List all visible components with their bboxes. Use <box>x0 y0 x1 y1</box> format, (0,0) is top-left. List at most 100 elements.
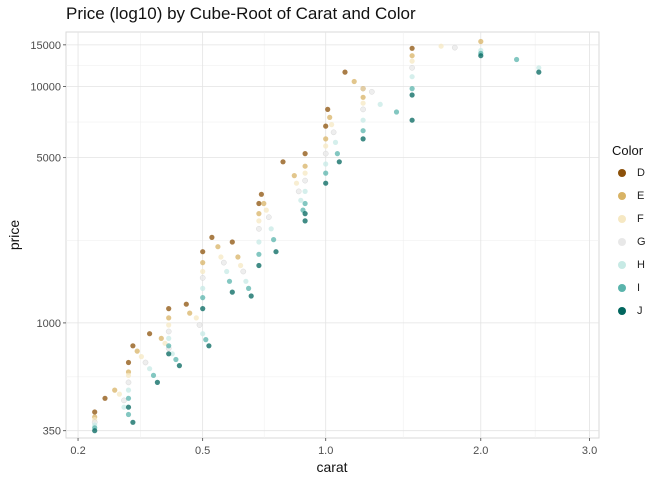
data-point-D <box>258 191 264 197</box>
data-point-D <box>302 151 308 157</box>
data-point-D <box>147 331 153 337</box>
data-point-D <box>209 234 215 240</box>
data-point-I <box>150 372 157 378</box>
data-point-J <box>302 211 308 217</box>
data-point-G <box>256 225 262 232</box>
data-point-E <box>112 387 118 393</box>
legend-item-J: J <box>612 299 668 322</box>
y-tick-label: 5000 <box>37 153 61 165</box>
data-point-I <box>409 86 415 92</box>
x-tick-label: 2.0 <box>473 445 488 457</box>
data-point-J <box>166 351 172 357</box>
legend-key-J <box>618 306 626 315</box>
data-point-D <box>102 395 108 401</box>
data-point-J <box>130 419 136 425</box>
data-point-I <box>166 343 172 349</box>
data-point-G <box>142 359 149 366</box>
legend-item-G: G <box>612 230 668 253</box>
data-point-D <box>280 159 286 165</box>
data-point-D <box>183 301 189 307</box>
data-point-J <box>409 92 415 98</box>
data-point-E <box>200 260 206 266</box>
data-point-H <box>377 101 383 107</box>
data-point-J <box>273 249 279 255</box>
data-point-D <box>342 69 348 75</box>
data-point-J <box>176 363 182 369</box>
data-point-J <box>536 69 542 75</box>
y-tick-label: 15000 <box>30 40 61 52</box>
data-point-J <box>302 218 308 224</box>
data-point-H <box>302 188 308 194</box>
legend-label: E <box>637 189 645 202</box>
data-point-E <box>351 78 357 85</box>
data-point-J <box>125 404 132 410</box>
legend-key-G <box>618 237 626 246</box>
data-point-J <box>336 159 342 165</box>
data-point-J <box>323 180 329 186</box>
data-point-F <box>329 122 335 128</box>
data-point-I <box>200 295 206 301</box>
y-axis-label: price <box>6 220 22 251</box>
data-point-H <box>332 139 339 145</box>
data-point-I <box>125 411 132 418</box>
data-point-H <box>121 404 127 410</box>
data-point-H <box>125 387 132 393</box>
data-point-I <box>393 109 400 115</box>
data-point-E <box>323 136 329 142</box>
legend-item-F: F <box>612 207 668 230</box>
data-point-H <box>200 285 206 291</box>
data-point-I <box>271 237 277 243</box>
legend-item-I: I <box>612 276 668 299</box>
data-point-F <box>218 254 224 260</box>
data-point-H <box>409 74 415 80</box>
y-tick-label: 10000 <box>30 81 61 93</box>
data-point-D <box>92 409 98 415</box>
legend-key-F <box>618 214 626 223</box>
data-point-F <box>360 86 366 92</box>
legend-key-D <box>618 168 626 177</box>
data-point-I <box>125 395 132 401</box>
data-point-F <box>166 322 172 328</box>
legend-label: J <box>637 304 643 317</box>
data-point-J <box>248 293 254 299</box>
data-point-H <box>360 117 366 123</box>
data-point-F <box>138 354 144 360</box>
data-point-D <box>323 123 329 129</box>
data-point-D <box>256 200 262 207</box>
data-point-G <box>165 328 172 335</box>
data-point-G <box>121 397 127 404</box>
data-point-H <box>323 161 329 167</box>
data-point-E <box>261 200 267 207</box>
data-point-G <box>302 177 308 184</box>
data-point-F <box>409 58 415 64</box>
data-point-G <box>295 188 302 195</box>
legend-label: I <box>637 281 641 294</box>
data-point-I <box>360 128 366 134</box>
data-point-E <box>158 335 164 341</box>
legend-key-E <box>618 191 626 200</box>
data-point-E <box>302 163 308 169</box>
x-tick-label: 1.0 <box>318 445 333 457</box>
legend-item-E: E <box>612 184 668 207</box>
legend-label: D <box>637 166 645 179</box>
data-point-E <box>134 348 140 354</box>
x-axis-label: carat <box>316 459 347 475</box>
x-axis-ticks: 0.2 0.5 1.0 2.0 3.0 <box>70 438 597 457</box>
data-point-G <box>125 379 132 386</box>
data-point-H <box>298 197 304 203</box>
data-point-E <box>256 211 262 217</box>
data-point-H <box>536 65 542 71</box>
data-point-E <box>215 244 221 250</box>
data-point-I <box>514 56 520 63</box>
data-point-F <box>293 180 300 186</box>
data-point-G <box>265 214 272 220</box>
y-tick-label: 1000 <box>37 318 61 330</box>
data-point-G <box>451 44 458 51</box>
data-point-H <box>169 351 175 357</box>
data-point-H <box>200 331 206 337</box>
data-point-I <box>256 251 262 257</box>
data-point-G <box>330 129 337 136</box>
y-tick-label: 350 <box>43 426 61 438</box>
data-point-F <box>200 268 206 275</box>
